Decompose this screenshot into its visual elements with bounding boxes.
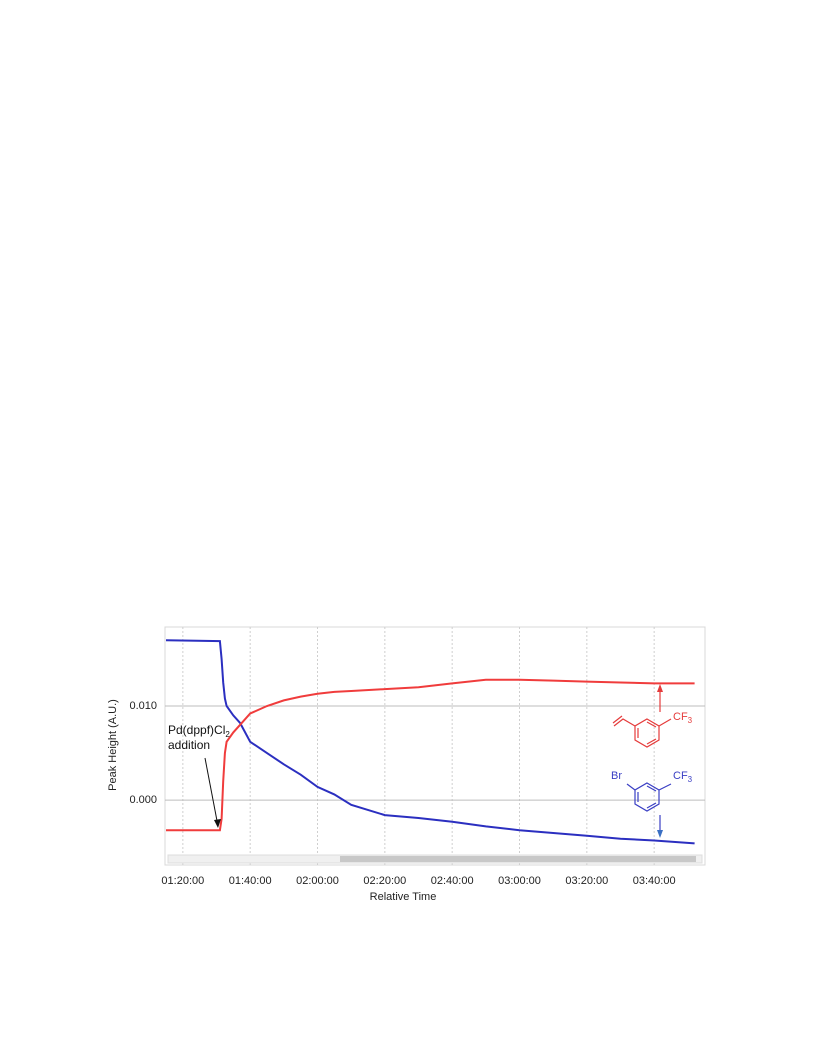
annotation: addition [168,738,210,752]
y-axis-label: Peak Height (A.U.) [107,699,119,791]
product-structure [612,690,672,748]
annotation-arrowhead [214,819,221,828]
series-line [166,678,695,832]
label-subscript: 3 [688,716,693,725]
label-subscript: 2 [225,730,230,739]
x-tick-label: 01:20:00 [161,875,204,887]
x-tick-label: 02:40:00 [431,875,474,887]
x-tick-label: 02:20:00 [363,875,406,887]
x-tick-label: 03:40:00 [633,875,676,887]
x-tick-label: 03:20:00 [565,875,608,887]
plot-frame [164,626,706,866]
label-text: Pd(dppf)Cl [168,723,225,737]
scrollbar-thumb[interactable] [340,856,696,862]
arrowhead [657,684,663,692]
label-text: addition [168,738,210,752]
reactant-structure [626,782,672,832]
x-tick-label: 02:00:00 [296,875,339,887]
x-tick-label: 01:40:00 [229,875,272,887]
grid [165,627,705,865]
arrowhead [657,830,663,838]
label-subscript: 3 [688,775,693,784]
structure-label: CF3 [673,770,693,784]
lines [165,639,695,845]
y-tick-label: 0.000 [129,794,157,806]
annotation: Pd(dppf)Cl2 [168,723,230,739]
series-line [165,639,695,845]
x-axis-label: Relative Time [370,891,437,903]
structure-label: Br [611,770,622,782]
label-text: Br [611,770,622,782]
annotation-arrow [204,757,219,827]
y-tick-label: 0.010 [129,700,157,712]
structure-label: CF3 [673,711,693,725]
x-tick-label: 03:00:00 [498,875,541,887]
label-text: CF [673,711,688,723]
label-text: CF [673,770,688,782]
